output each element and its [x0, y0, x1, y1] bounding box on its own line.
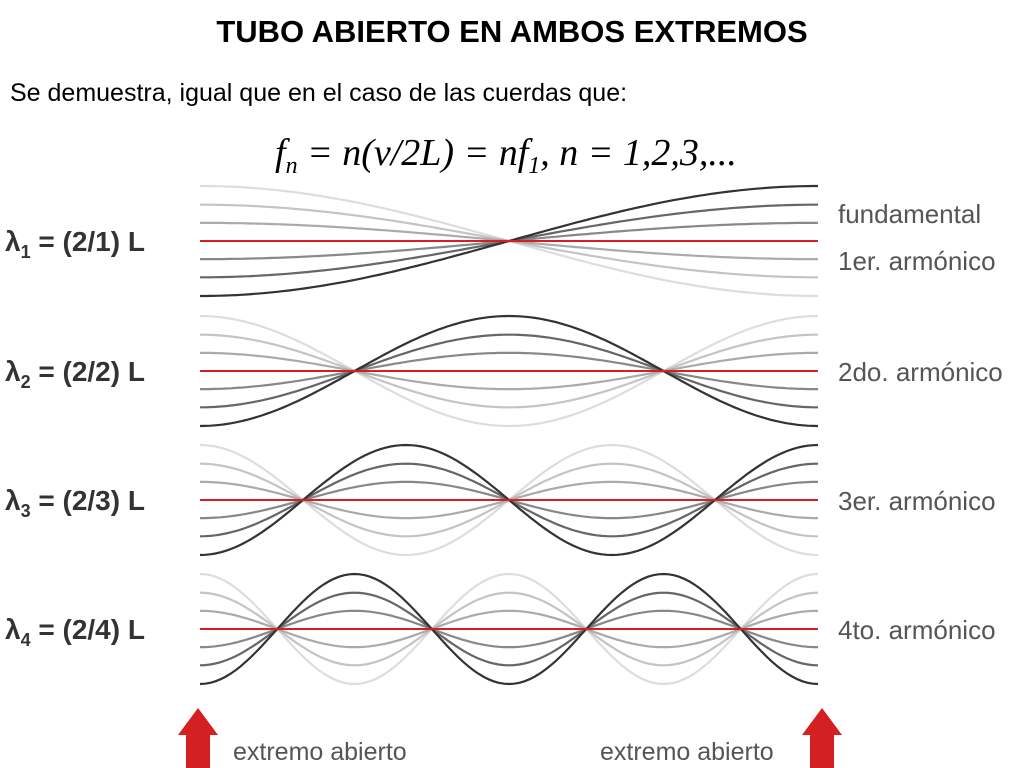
wave-curve — [200, 609, 818, 649]
formula-sub: n — [286, 153, 298, 179]
wave-curve — [200, 333, 818, 409]
lambda-sub: 4 — [21, 630, 31, 650]
title: TUBO ABIERTO EN AMBOS EXTREMOS — [216, 14, 807, 49]
subtitle: Se demuestra, igual que en el caso de la… — [10, 79, 627, 107]
wave-curve — [199, 572, 819, 686]
wave-curve — [199, 314, 819, 428]
lambda-rest: = (2/3) L — [31, 485, 145, 516]
formula: fn = n(v/2L) = nf1, n = 1,2,3,... — [275, 132, 737, 179]
lambda-rest: = (2/2) L — [31, 356, 145, 387]
lambda-rest: = (2/4) L — [31, 614, 145, 645]
wave-curve — [200, 609, 818, 649]
footer-label: extremo abierto — [233, 738, 407, 766]
arrow-right — [802, 708, 842, 768]
lambda-symbol: λ — [5, 614, 21, 645]
lambda-sub: 1 — [21, 242, 31, 262]
wave-curve — [200, 333, 818, 409]
lambda-label: λ4 = (2/4) L — [5, 614, 145, 650]
wave-curve — [199, 591, 819, 667]
wave-curve — [199, 572, 819, 686]
wave-curve — [200, 351, 818, 391]
lambda-sub: 3 — [21, 501, 31, 521]
lambda-label: λ1 = (2/1) L — [5, 226, 145, 262]
footer-label: extremo abierto — [600, 738, 774, 766]
harmonic-label: 1er. armónico — [838, 246, 996, 276]
harmonic-label: fundamental — [838, 199, 981, 229]
lambda-symbol: λ — [5, 356, 21, 387]
formula-part: = n(v/2L) = nf — [298, 132, 533, 174]
lambda-symbol: λ — [5, 485, 21, 516]
wave-curve — [200, 351, 818, 391]
wave-curve — [199, 591, 819, 667]
lambda-symbol: λ — [5, 226, 21, 257]
formula-sub: 1 — [528, 153, 540, 179]
lambda-sub: 2 — [21, 372, 31, 392]
waves — [199, 184, 819, 686]
lambda-label: λ3 = (2/3) L — [5, 485, 145, 521]
harmonic-label: 4to. armónico — [838, 615, 996, 645]
lambda-rest: = (2/1) L — [31, 226, 145, 257]
harmonic-label: 2do. armónico — [838, 357, 1003, 387]
arrow-left — [178, 708, 218, 768]
formula-part: , n = 1,2,3,... — [540, 132, 737, 174]
wave-curve — [199, 314, 819, 428]
lambda-label: λ2 = (2/2) L — [5, 356, 145, 392]
harmonic-label: 3er. armónico — [838, 486, 996, 516]
